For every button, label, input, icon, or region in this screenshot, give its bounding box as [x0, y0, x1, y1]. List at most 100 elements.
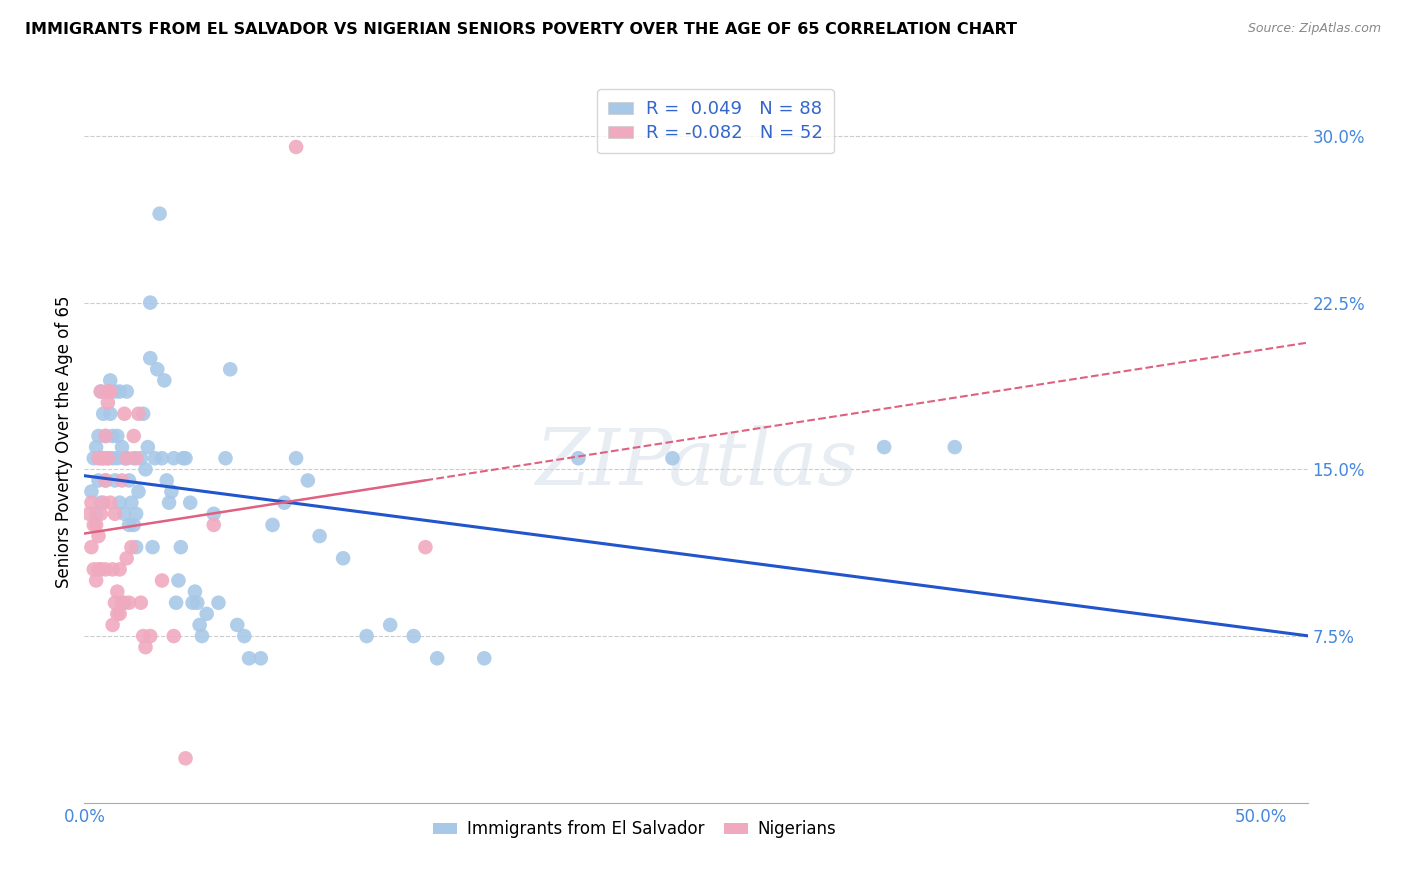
Point — [87, 474, 110, 488]
Point — [150, 574, 173, 588]
Point — [135, 640, 157, 655]
Point — [98, 407, 121, 421]
Point — [105, 607, 128, 621]
Point — [115, 551, 138, 566]
Point — [172, 451, 194, 466]
Point — [157, 496, 180, 510]
Point — [115, 451, 138, 466]
Point — [112, 596, 135, 610]
Point — [186, 596, 208, 610]
Point — [356, 629, 378, 643]
Point — [943, 440, 966, 454]
Point — [149, 207, 172, 221]
Point — [191, 629, 214, 643]
Point — [219, 362, 242, 376]
Point — [143, 451, 166, 466]
Point — [184, 584, 207, 599]
Point — [174, 451, 197, 466]
Point — [101, 562, 124, 576]
Point — [94, 474, 117, 488]
Point — [94, 429, 117, 443]
Point — [202, 517, 225, 532]
Point — [84, 517, 107, 532]
Point — [661, 451, 683, 466]
Point — [122, 429, 145, 443]
Point — [120, 496, 142, 510]
Point — [87, 429, 110, 443]
Point — [91, 451, 114, 466]
Point — [135, 462, 157, 476]
Point — [285, 451, 308, 466]
Point — [127, 407, 149, 421]
Point — [150, 451, 173, 466]
Point — [97, 451, 120, 466]
Point — [97, 384, 120, 399]
Point — [87, 451, 110, 466]
Point — [112, 407, 135, 421]
Point — [125, 451, 148, 466]
Point — [104, 507, 127, 521]
Text: IMMIGRANTS FROM EL SALVADOR VS NIGERIAN SENIORS POVERTY OVER THE AGE OF 65 CORRE: IMMIGRANTS FROM EL SALVADOR VS NIGERIAN … — [25, 22, 1018, 37]
Point — [90, 496, 112, 510]
Point — [139, 629, 162, 643]
Text: Source: ZipAtlas.com: Source: ZipAtlas.com — [1247, 22, 1381, 36]
Point — [108, 562, 131, 576]
Text: ZIPatlas: ZIPatlas — [534, 425, 858, 501]
Point — [112, 451, 135, 466]
Point — [195, 607, 218, 621]
Point — [125, 540, 148, 554]
Point — [90, 451, 112, 466]
Point — [125, 507, 148, 521]
Point — [118, 474, 141, 488]
Point — [108, 607, 131, 621]
Point — [84, 507, 107, 521]
Point — [77, 507, 100, 521]
Point — [139, 295, 162, 310]
Point — [80, 484, 103, 499]
Point — [165, 596, 187, 610]
Point — [153, 373, 176, 387]
Point — [402, 629, 425, 643]
Point — [97, 395, 120, 409]
Point — [163, 451, 186, 466]
Point — [262, 517, 284, 532]
Point — [98, 373, 121, 387]
Point — [132, 407, 155, 421]
Point — [91, 407, 114, 421]
Point — [108, 496, 131, 510]
Point — [101, 618, 124, 632]
Point — [380, 618, 402, 632]
Point — [207, 596, 229, 610]
Point — [174, 751, 197, 765]
Point — [115, 451, 138, 466]
Point — [87, 562, 110, 576]
Point — [83, 562, 105, 576]
Point — [160, 484, 183, 499]
Point — [118, 596, 141, 610]
Point — [91, 451, 114, 466]
Point — [97, 384, 120, 399]
Point — [97, 451, 120, 466]
Point — [104, 384, 127, 399]
Point — [129, 451, 152, 466]
Point — [472, 651, 495, 665]
Point — [567, 451, 589, 466]
Point — [94, 474, 117, 488]
Point — [90, 384, 112, 399]
Point — [101, 429, 124, 443]
Point — [202, 507, 225, 521]
Point — [214, 451, 236, 466]
Point — [139, 351, 162, 366]
Point — [108, 384, 131, 399]
Point — [94, 429, 117, 443]
Point — [80, 496, 103, 510]
Point — [105, 451, 128, 466]
Point — [332, 551, 354, 566]
Point — [285, 140, 308, 154]
Point — [98, 496, 121, 510]
Point — [90, 384, 112, 399]
Point — [83, 451, 105, 466]
Point — [426, 651, 449, 665]
Point — [104, 596, 127, 610]
Point — [90, 562, 112, 576]
